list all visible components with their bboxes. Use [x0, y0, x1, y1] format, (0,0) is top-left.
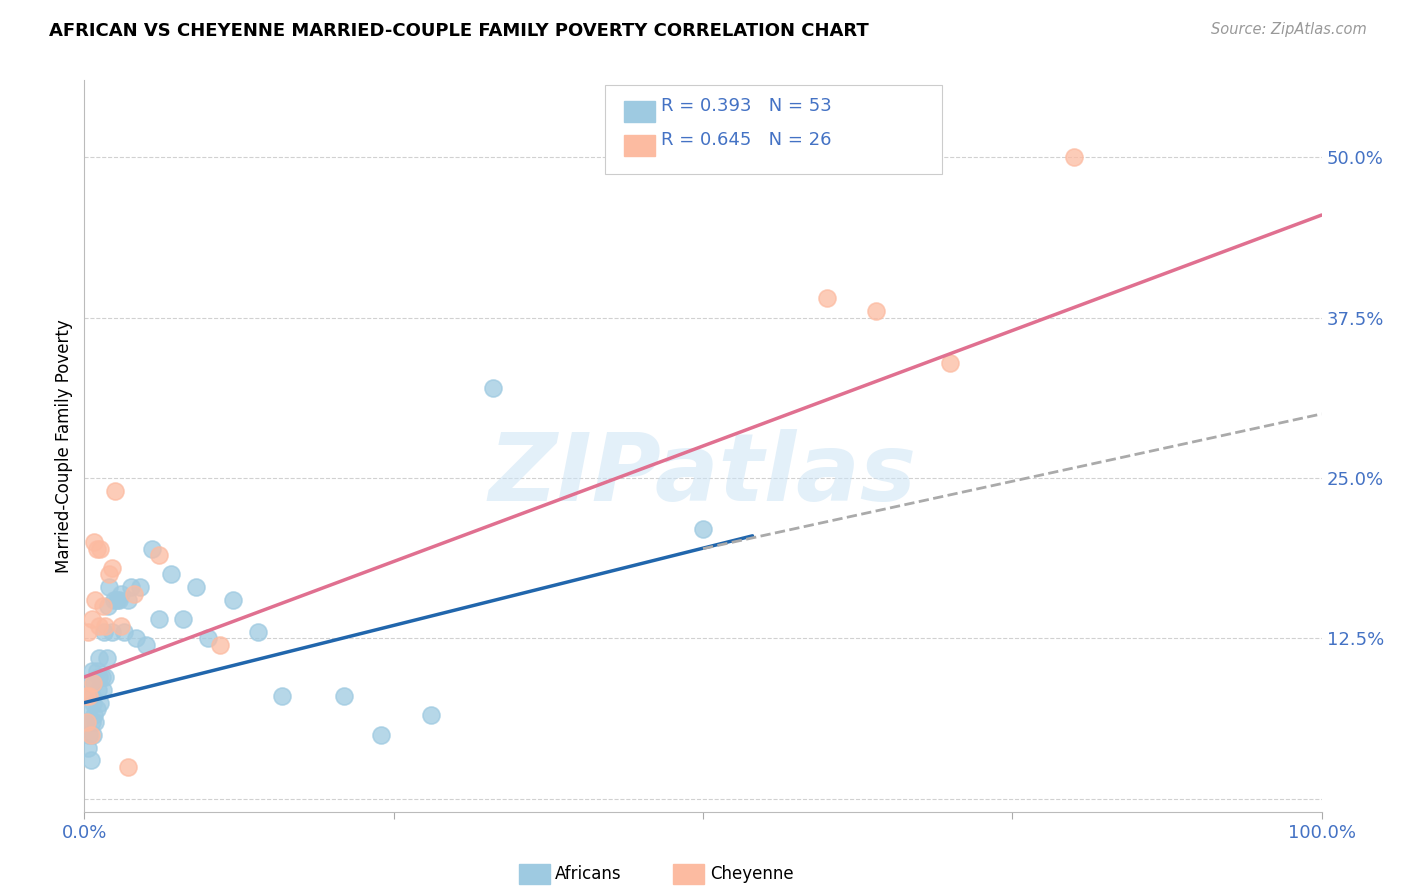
- Point: [209, 638, 232, 652]
- Point: [80, 690, 103, 704]
- Point: [271, 690, 294, 704]
- Point: [148, 548, 170, 562]
- Point: [89, 541, 111, 556]
- Point: [222, 593, 245, 607]
- Point: [692, 523, 714, 537]
- Point: [79, 690, 101, 704]
- Point: [197, 632, 219, 646]
- Point: [117, 593, 139, 607]
- Point: [87, 682, 110, 697]
- Point: [89, 670, 111, 684]
- Point: [135, 638, 157, 652]
- Point: [75, 690, 97, 704]
- Point: [100, 561, 122, 575]
- Text: R = 0.393   N = 53: R = 0.393 N = 53: [661, 97, 831, 115]
- Point: [125, 632, 148, 646]
- Point: [89, 696, 111, 710]
- Point: [122, 586, 145, 600]
- Point: [77, 690, 100, 704]
- Point: [815, 292, 838, 306]
- Text: Cheyenne: Cheyenne: [710, 865, 793, 883]
- Point: [76, 714, 98, 729]
- Point: [184, 580, 207, 594]
- Point: [112, 625, 135, 640]
- Point: [97, 599, 120, 614]
- Point: [98, 567, 121, 582]
- Point: [83, 708, 105, 723]
- Text: ZIPatlas: ZIPatlas: [489, 429, 917, 521]
- Text: Africans: Africans: [555, 865, 621, 883]
- Point: [129, 580, 152, 594]
- Point: [105, 593, 128, 607]
- Point: [96, 650, 118, 665]
- Point: [79, 702, 101, 716]
- Point: [141, 541, 163, 556]
- Point: [104, 483, 127, 498]
- Point: [103, 593, 125, 607]
- Point: [172, 612, 194, 626]
- Point: [90, 670, 112, 684]
- Point: [91, 599, 114, 614]
- Point: [83, 535, 105, 549]
- Point: [108, 593, 131, 607]
- Text: R = 0.645   N = 26: R = 0.645 N = 26: [661, 131, 831, 149]
- Point: [94, 618, 117, 632]
- Point: [77, 740, 100, 755]
- Point: [79, 728, 101, 742]
- Point: [117, 760, 139, 774]
- Point: [86, 702, 108, 716]
- Point: [419, 708, 441, 723]
- Point: [939, 355, 962, 369]
- Point: [84, 593, 107, 607]
- Point: [82, 676, 104, 690]
- Point: [100, 625, 122, 640]
- Point: [89, 650, 111, 665]
- Point: [86, 664, 108, 678]
- Point: [83, 676, 105, 690]
- Point: [82, 696, 104, 710]
- Point: [77, 625, 100, 640]
- Point: [84, 714, 107, 729]
- Point: [148, 612, 170, 626]
- Point: [1063, 150, 1085, 164]
- Point: [94, 670, 117, 684]
- Point: [80, 714, 103, 729]
- Y-axis label: Married-Couple Family Poverty: Married-Couple Family Poverty: [55, 319, 73, 573]
- Point: [333, 690, 356, 704]
- Point: [93, 625, 115, 640]
- Point: [79, 676, 101, 690]
- Point: [160, 567, 183, 582]
- Point: [86, 541, 108, 556]
- Point: [370, 728, 392, 742]
- Point: [80, 664, 103, 678]
- Point: [80, 612, 103, 626]
- Point: [79, 728, 101, 742]
- Point: [82, 728, 104, 742]
- Point: [481, 381, 503, 395]
- Point: [89, 618, 111, 632]
- Point: [865, 304, 887, 318]
- Point: [246, 625, 269, 640]
- Point: [91, 682, 114, 697]
- Point: [76, 714, 98, 729]
- Text: Source: ZipAtlas.com: Source: ZipAtlas.com: [1211, 22, 1367, 37]
- Text: AFRICAN VS CHEYENNE MARRIED-COUPLE FAMILY POVERTY CORRELATION CHART: AFRICAN VS CHEYENNE MARRIED-COUPLE FAMIL…: [49, 22, 869, 40]
- Point: [110, 586, 132, 600]
- Point: [98, 580, 121, 594]
- Point: [79, 753, 101, 767]
- Point: [120, 580, 142, 594]
- Point: [110, 618, 132, 632]
